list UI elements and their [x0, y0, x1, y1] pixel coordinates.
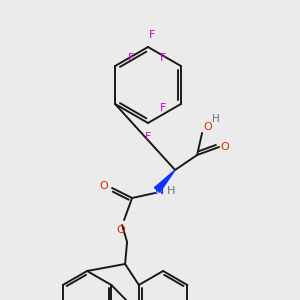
Text: F: F [160, 53, 166, 63]
Text: N: N [154, 184, 164, 197]
Text: F: F [149, 30, 155, 40]
Text: O: O [100, 181, 109, 191]
Text: O: O [117, 225, 125, 235]
Text: F: F [145, 132, 151, 142]
Polygon shape [154, 170, 175, 192]
Text: H: H [167, 186, 175, 196]
Text: F: F [160, 103, 166, 113]
Text: H: H [212, 114, 220, 124]
Text: O: O [221, 142, 230, 152]
Text: F: F [128, 53, 134, 63]
Text: O: O [204, 122, 212, 132]
